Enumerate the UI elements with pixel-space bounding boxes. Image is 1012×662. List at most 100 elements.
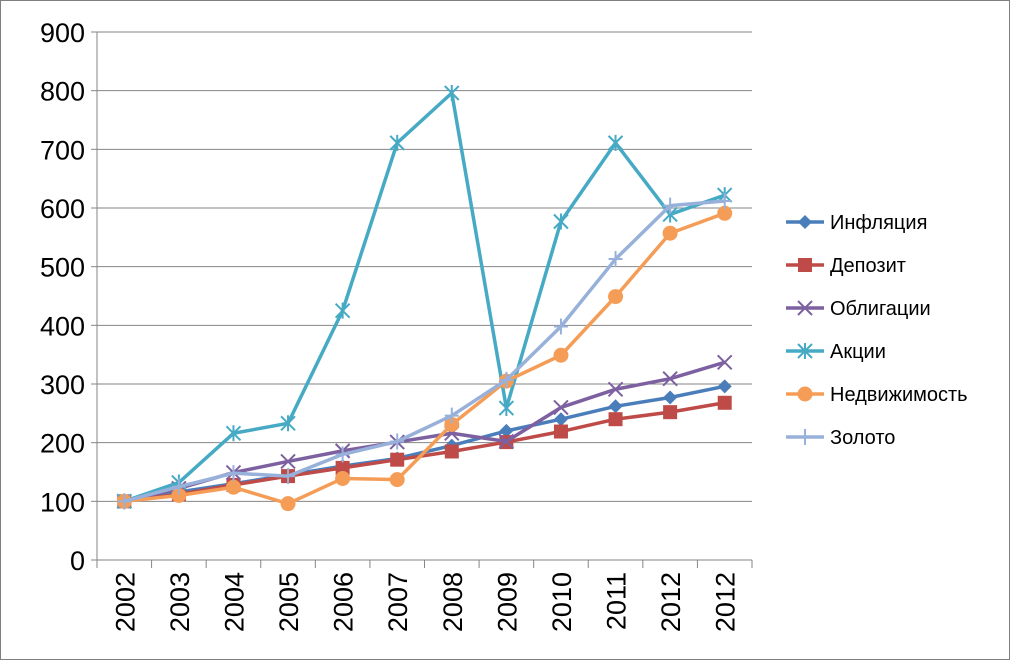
x-tick-label: 2005 <box>274 572 304 632</box>
y-tick-label: 200 <box>40 429 85 459</box>
series-3 <box>116 354 733 510</box>
x-tick-label: 2008 <box>438 572 468 632</box>
marker-diamond <box>553 412 568 427</box>
legend-item: Акции <box>786 341 886 363</box>
marker-asterisk <box>797 343 813 359</box>
y-tick-label: 100 <box>40 487 85 517</box>
y-axis-ticks: 0 100 200 300 400 500 600 700 800 900 <box>40 18 97 576</box>
x-axis-ticks: 2002 2003 2004 2005 2006 2007 2008 2009 2010 2011… <box>96 560 753 632</box>
marker-asterisk <box>334 302 351 319</box>
marker-diamond <box>663 390 678 405</box>
x-tick-label: 2004 <box>219 572 249 632</box>
marker-plus <box>171 478 186 495</box>
marker-circle <box>662 225 678 241</box>
marker-circle <box>553 347 569 363</box>
marker-plus <box>717 192 732 209</box>
legend-item: Инфляция <box>786 212 927 234</box>
series-line <box>124 401 726 504</box>
y-tick-label: 700 <box>40 135 85 165</box>
series-line <box>123 199 725 504</box>
legend-label: Недвижимость <box>830 384 968 406</box>
marker-plus <box>335 446 350 463</box>
marker-asterisk <box>389 134 405 151</box>
marker-asterisk <box>607 134 624 151</box>
marker-circle <box>608 289 624 305</box>
marker-square <box>390 452 405 467</box>
series-line <box>123 384 726 504</box>
legend-label: Облигации <box>830 298 931 320</box>
marker-circle <box>335 470 351 486</box>
x-tick-label: 2009 <box>492 572 522 632</box>
marker-circle <box>225 479 241 495</box>
legend-item: Золото <box>786 427 895 449</box>
marker-plus <box>663 197 678 214</box>
marker-diamond <box>608 399 623 414</box>
series-6 <box>117 192 732 510</box>
marker-circle <box>797 386 813 402</box>
marker-square <box>444 444 459 459</box>
series-line <box>123 91 726 503</box>
x-tick-label: 2007 <box>383 572 413 632</box>
y-tick-label: 400 <box>40 311 85 341</box>
marker-plus <box>499 371 514 388</box>
series-4 <box>116 85 733 510</box>
x-tick-label: 2003 <box>165 572 195 632</box>
series-line <box>123 360 726 504</box>
marker-square <box>608 412 623 427</box>
legend: Инфляция Депозит Облигации Акции Недвижимост… <box>786 212 968 449</box>
marker-x <box>797 300 813 316</box>
marker-asterisk <box>498 400 515 417</box>
marker-square <box>553 424 568 439</box>
marker-plus <box>117 493 132 510</box>
marker-plus <box>281 468 296 485</box>
marker-square <box>335 460 350 475</box>
marker-plus <box>798 429 812 445</box>
marker-diamond <box>499 423 514 438</box>
marker-x <box>553 399 569 416</box>
marker-circle <box>389 472 405 488</box>
x-tick-label: 2011 <box>602 572 632 630</box>
marker-square <box>663 405 678 420</box>
series-line <box>124 211 726 506</box>
marker-x <box>607 381 624 397</box>
marker-plus <box>608 251 623 268</box>
y-tick-label: 600 <box>40 194 85 224</box>
marker-asterisk <box>225 425 242 442</box>
series-5 <box>116 205 733 512</box>
gridlines <box>97 31 752 502</box>
marker-circle <box>171 487 187 503</box>
y-tick-label: 0 <box>70 546 85 576</box>
legend-label: Акции <box>830 341 886 363</box>
y-tick-label: 900 <box>40 18 85 48</box>
x-tick-label: 2006 <box>329 572 359 632</box>
legend-label: Золото <box>830 427 895 449</box>
legend-label: Депозит <box>830 255 906 277</box>
legend-label: Инфляция <box>830 212 927 234</box>
legend-item: Недвижимость <box>786 384 968 406</box>
marker-x <box>717 354 733 371</box>
marker-diamond <box>717 379 732 394</box>
marker-plus <box>390 433 405 450</box>
x-tick-label: 2012 <box>656 572 686 632</box>
y-tick-label: 500 <box>40 253 85 283</box>
marker-square <box>717 395 732 410</box>
marker-x <box>662 371 678 387</box>
x-tick-label: 2012 <box>711 572 741 632</box>
marker-x <box>498 433 515 450</box>
legend-item: Депозит <box>786 255 906 277</box>
marker-circle <box>280 496 296 512</box>
x-tick-label: 2010 <box>547 572 577 632</box>
marker-asterisk <box>444 85 460 102</box>
marker-asterisk <box>280 415 296 432</box>
marker-square <box>798 258 812 272</box>
marker-plus <box>226 465 241 482</box>
y-tick-label: 800 <box>40 77 85 107</box>
marker-asterisk <box>553 213 569 230</box>
legend-item: Облигации <box>786 298 931 320</box>
marker-circle <box>444 416 460 432</box>
marker-x <box>280 453 296 470</box>
marker-plus <box>444 407 459 424</box>
marker-plus <box>553 318 568 335</box>
x-tick-label: 2002 <box>110 572 140 632</box>
